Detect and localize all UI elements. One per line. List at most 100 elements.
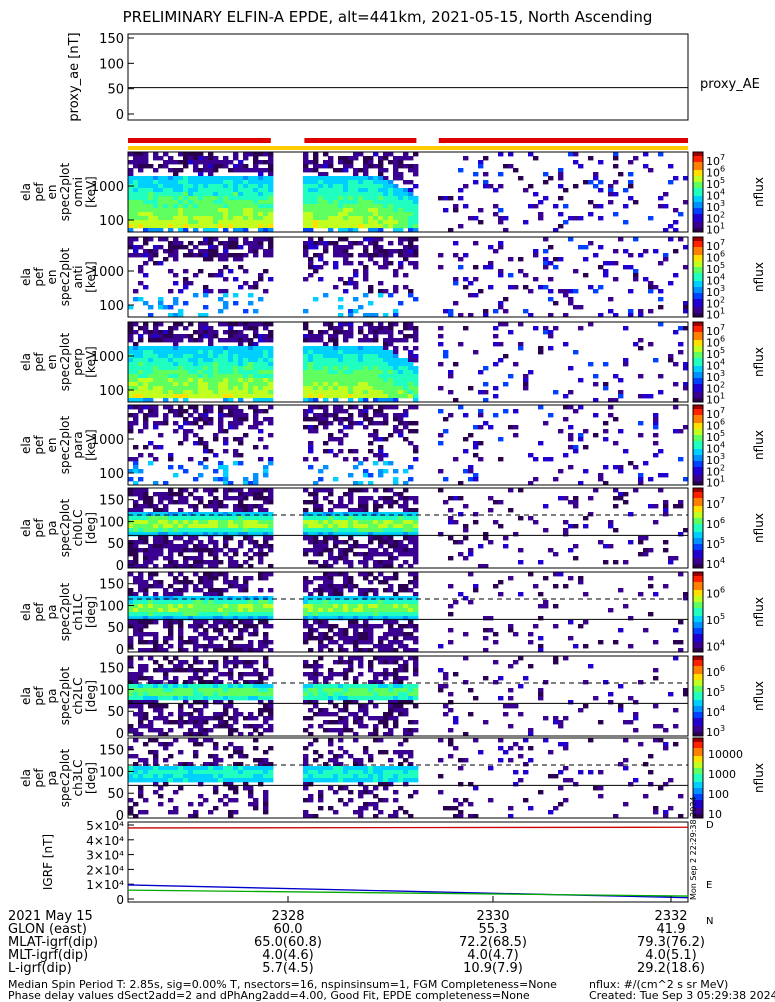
spectrogram-cell: [383, 580, 388, 584]
spectrogram-cell: [373, 241, 378, 245]
spectrogram-cell: [343, 596, 348, 600]
spectrogram-cell: [253, 516, 258, 520]
spectrogram-cell: [158, 188, 163, 192]
spectrogram-cell: [643, 548, 648, 552]
spectrogram-cell: [448, 536, 453, 540]
spectrogram-cell: [173, 176, 178, 180]
spectrogram-cell: [463, 285, 468, 289]
spectrogram-cell: [648, 168, 653, 172]
spectrogram-cell: [403, 584, 408, 588]
spectrogram-cell: [378, 644, 383, 648]
spectrogram-cell: [168, 604, 173, 608]
spectrogram-cell: [488, 628, 493, 632]
spectrogram-cell: [218, 429, 223, 433]
spectrogram-cell: [168, 378, 173, 382]
spectrogram-cell: [203, 620, 208, 624]
spectrogram-cell: [388, 330, 393, 334]
spectrogram-cell: [208, 334, 213, 338]
spectrogram-cell: [213, 386, 218, 390]
spectrogram-cell: [198, 576, 203, 580]
y-axis-label: pef: [32, 267, 46, 287]
spectrogram-cell: [203, 516, 208, 520]
spectrogram-cell: [168, 457, 173, 461]
spectrogram-cell: [358, 612, 363, 616]
spectrogram-cell: [223, 293, 228, 297]
spectrogram-cell: [338, 350, 343, 354]
spectrogram-cell: [163, 386, 168, 390]
spectrogram-cell: [203, 390, 208, 394]
spectrogram-cell: [393, 632, 398, 636]
spectrogram-cell: [208, 220, 213, 224]
spectrogram-cell: [163, 212, 168, 216]
spectrogram-cell: [593, 172, 598, 176]
spectrogram-cell: [563, 394, 568, 398]
spectrogram-cell: [253, 413, 258, 417]
spectrogram-cell: [368, 441, 373, 445]
spectrogram-cell: [143, 600, 148, 604]
spectrogram-cell: [583, 429, 588, 433]
spectrogram-cell: [143, 592, 148, 596]
spectrogram-cell: [438, 342, 443, 346]
spectrogram-cell: [398, 237, 403, 241]
spectrogram-cell: [148, 257, 153, 261]
spectrogram-cell: [443, 208, 448, 212]
spectrogram-cell: [318, 334, 323, 338]
spectrogram-cell: [258, 358, 263, 362]
spectrogram-cell: [378, 346, 383, 350]
spectrogram-cell: [473, 445, 478, 449]
spectrogram-cell: [308, 596, 313, 600]
spectrogram-cell: [458, 405, 463, 409]
spectrogram-cell: [138, 326, 143, 330]
spectrogram-cell: [253, 540, 258, 544]
spectrogram-cell: [383, 224, 388, 228]
spectrogram-cell: [408, 168, 413, 172]
spectrogram-cell: [173, 358, 178, 362]
spectrogram-cell: [368, 370, 373, 374]
spectrogram-cell: [348, 596, 353, 600]
spectrogram-cell: [328, 492, 333, 496]
spectrogram-cell: [558, 168, 563, 172]
spectrogram-cell: [143, 584, 148, 588]
y-axis-label: ch0LC: [71, 510, 85, 547]
spectrogram-cell: [353, 386, 358, 390]
spectrogram-cell: [263, 488, 268, 492]
spectrogram-cell: [208, 168, 213, 172]
spectrogram-cell: [173, 334, 178, 338]
spectrogram-cell: [343, 552, 348, 556]
spectrogram-cell: [378, 504, 383, 508]
spectrogram-cell: [143, 413, 148, 417]
spectrogram-cell: [198, 608, 203, 612]
spectrogram-cell: [403, 600, 408, 604]
spectrogram-cell: [183, 196, 188, 200]
spectrogram-cell: [243, 524, 248, 528]
spectrogram-cell: [138, 382, 143, 386]
spectrogram-cell: [133, 160, 138, 164]
spectrogram-cell: [328, 612, 333, 616]
spectrogram-cell: [663, 473, 668, 477]
spectrogram-cell: [193, 346, 198, 350]
spectrogram-cell: [313, 516, 318, 520]
spectrogram-cell: [213, 160, 218, 164]
spectrogram-cell: [208, 184, 213, 188]
spectrogram-cell: [303, 520, 308, 524]
spectrogram-cell: [348, 473, 353, 477]
spectrogram-cell: [173, 212, 178, 216]
spectrogram-cell: [308, 390, 313, 394]
spectrogram-cell: [663, 548, 668, 552]
spectrogram-cell: [563, 289, 568, 293]
spectrogram-cell: [148, 560, 153, 564]
spectrogram-cell: [183, 544, 188, 548]
spectrogram-cell: [223, 477, 228, 481]
spectrogram-cell: [378, 572, 383, 576]
spectrogram-cell: [193, 184, 198, 188]
spectrogram-cell: [348, 425, 353, 429]
spectrogram-cell: [163, 378, 168, 382]
spectrogram-cell: [333, 180, 338, 184]
spectrogram-cell: [333, 378, 338, 382]
y-axis-label: spec2plot: [58, 162, 72, 221]
spectrogram-cell: [258, 576, 263, 580]
spectrogram-cell: [153, 536, 158, 540]
spectrogram-cell: [143, 362, 148, 366]
spectrogram-cell: [218, 620, 223, 624]
spectrogram-cell: [143, 285, 148, 289]
